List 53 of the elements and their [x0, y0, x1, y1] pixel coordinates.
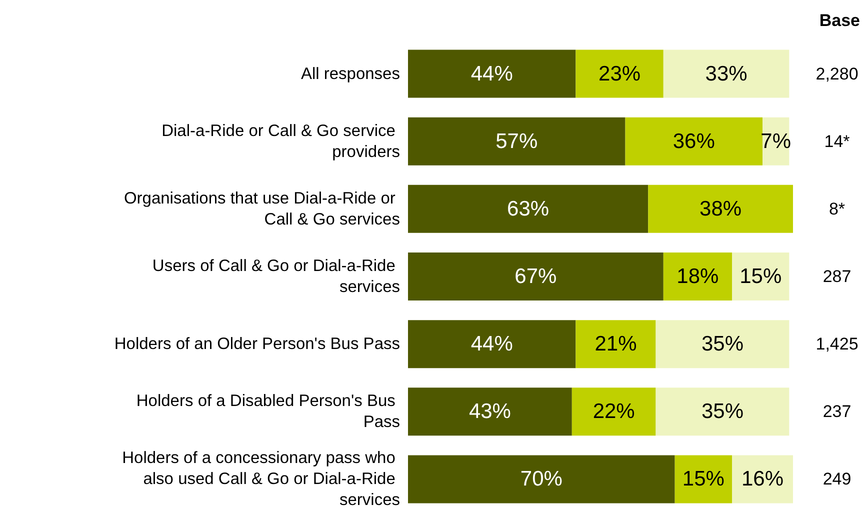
y-tick-label: All responses — [300, 64, 400, 83]
y-tick-label: Users of Call & Go or Dial-a-Ride services — [152, 257, 400, 296]
text: 287 — [822, 267, 852, 286]
text: 2,280 — [816, 64, 858, 84]
data-label: 23% — [598, 62, 641, 86]
bar — [674, 455, 732, 504]
bar — [408, 184, 648, 233]
bar — [625, 117, 763, 166]
bar — [656, 320, 790, 368]
text: 8* — [828, 199, 846, 218]
data-label: 36% — [672, 130, 715, 153]
bar — [663, 50, 790, 98]
bar — [576, 50, 664, 98]
bar — [408, 252, 664, 300]
data-label: 57% — [496, 130, 538, 153]
data-label: 15% — [682, 468, 724, 491]
data-label: 38% — [700, 197, 742, 220]
data-label: 15% — [740, 265, 782, 288]
y-tick-label: Holders of a concessionary pass who also used Call & Go or Dial-a-Ride services — [122, 449, 400, 510]
text: 249 — [822, 470, 852, 489]
data-label: 33% — [705, 62, 748, 86]
bar — [408, 117, 626, 166]
bar — [648, 184, 793, 233]
data-label: 35% — [701, 400, 744, 424]
bar — [663, 252, 732, 300]
data-label: 63% — [507, 197, 550, 220]
y-tick-label: Dial-a-Ride or Call & Go service providers — [162, 122, 400, 161]
bar — [732, 455, 793, 504]
data-label: 18% — [676, 265, 719, 288]
y-tick-label: Holders of an Older Person's Bus Pass — [114, 335, 400, 354]
bar — [408, 320, 576, 368]
bar — [408, 50, 576, 98]
text: Base — [819, 11, 860, 30]
data-label: 16% — [741, 468, 784, 491]
text: 14* — [824, 132, 850, 151]
data-label: 21% — [594, 332, 637, 356]
bar — [408, 388, 572, 436]
text: 237 — [822, 402, 852, 422]
text: 1,425 — [816, 334, 858, 354]
data-label: 35% — [701, 332, 744, 356]
y-tick-label: Holders of a Disabled Person's Bus Pass — [136, 392, 400, 432]
data-label: 22% — [592, 400, 635, 424]
bar — [572, 388, 656, 436]
data-label: 70% — [520, 468, 562, 491]
bar — [408, 455, 675, 504]
data-label: 67% — [514, 265, 557, 288]
bar — [576, 320, 656, 368]
data-label: 44% — [470, 62, 513, 86]
bar — [732, 252, 790, 300]
y-tick-label: Organisations that use Dial-a-Ride or Call & Go services — [124, 189, 400, 228]
data-label: 44% — [470, 332, 513, 356]
bar — [656, 388, 790, 436]
data-label: 43% — [468, 400, 511, 424]
